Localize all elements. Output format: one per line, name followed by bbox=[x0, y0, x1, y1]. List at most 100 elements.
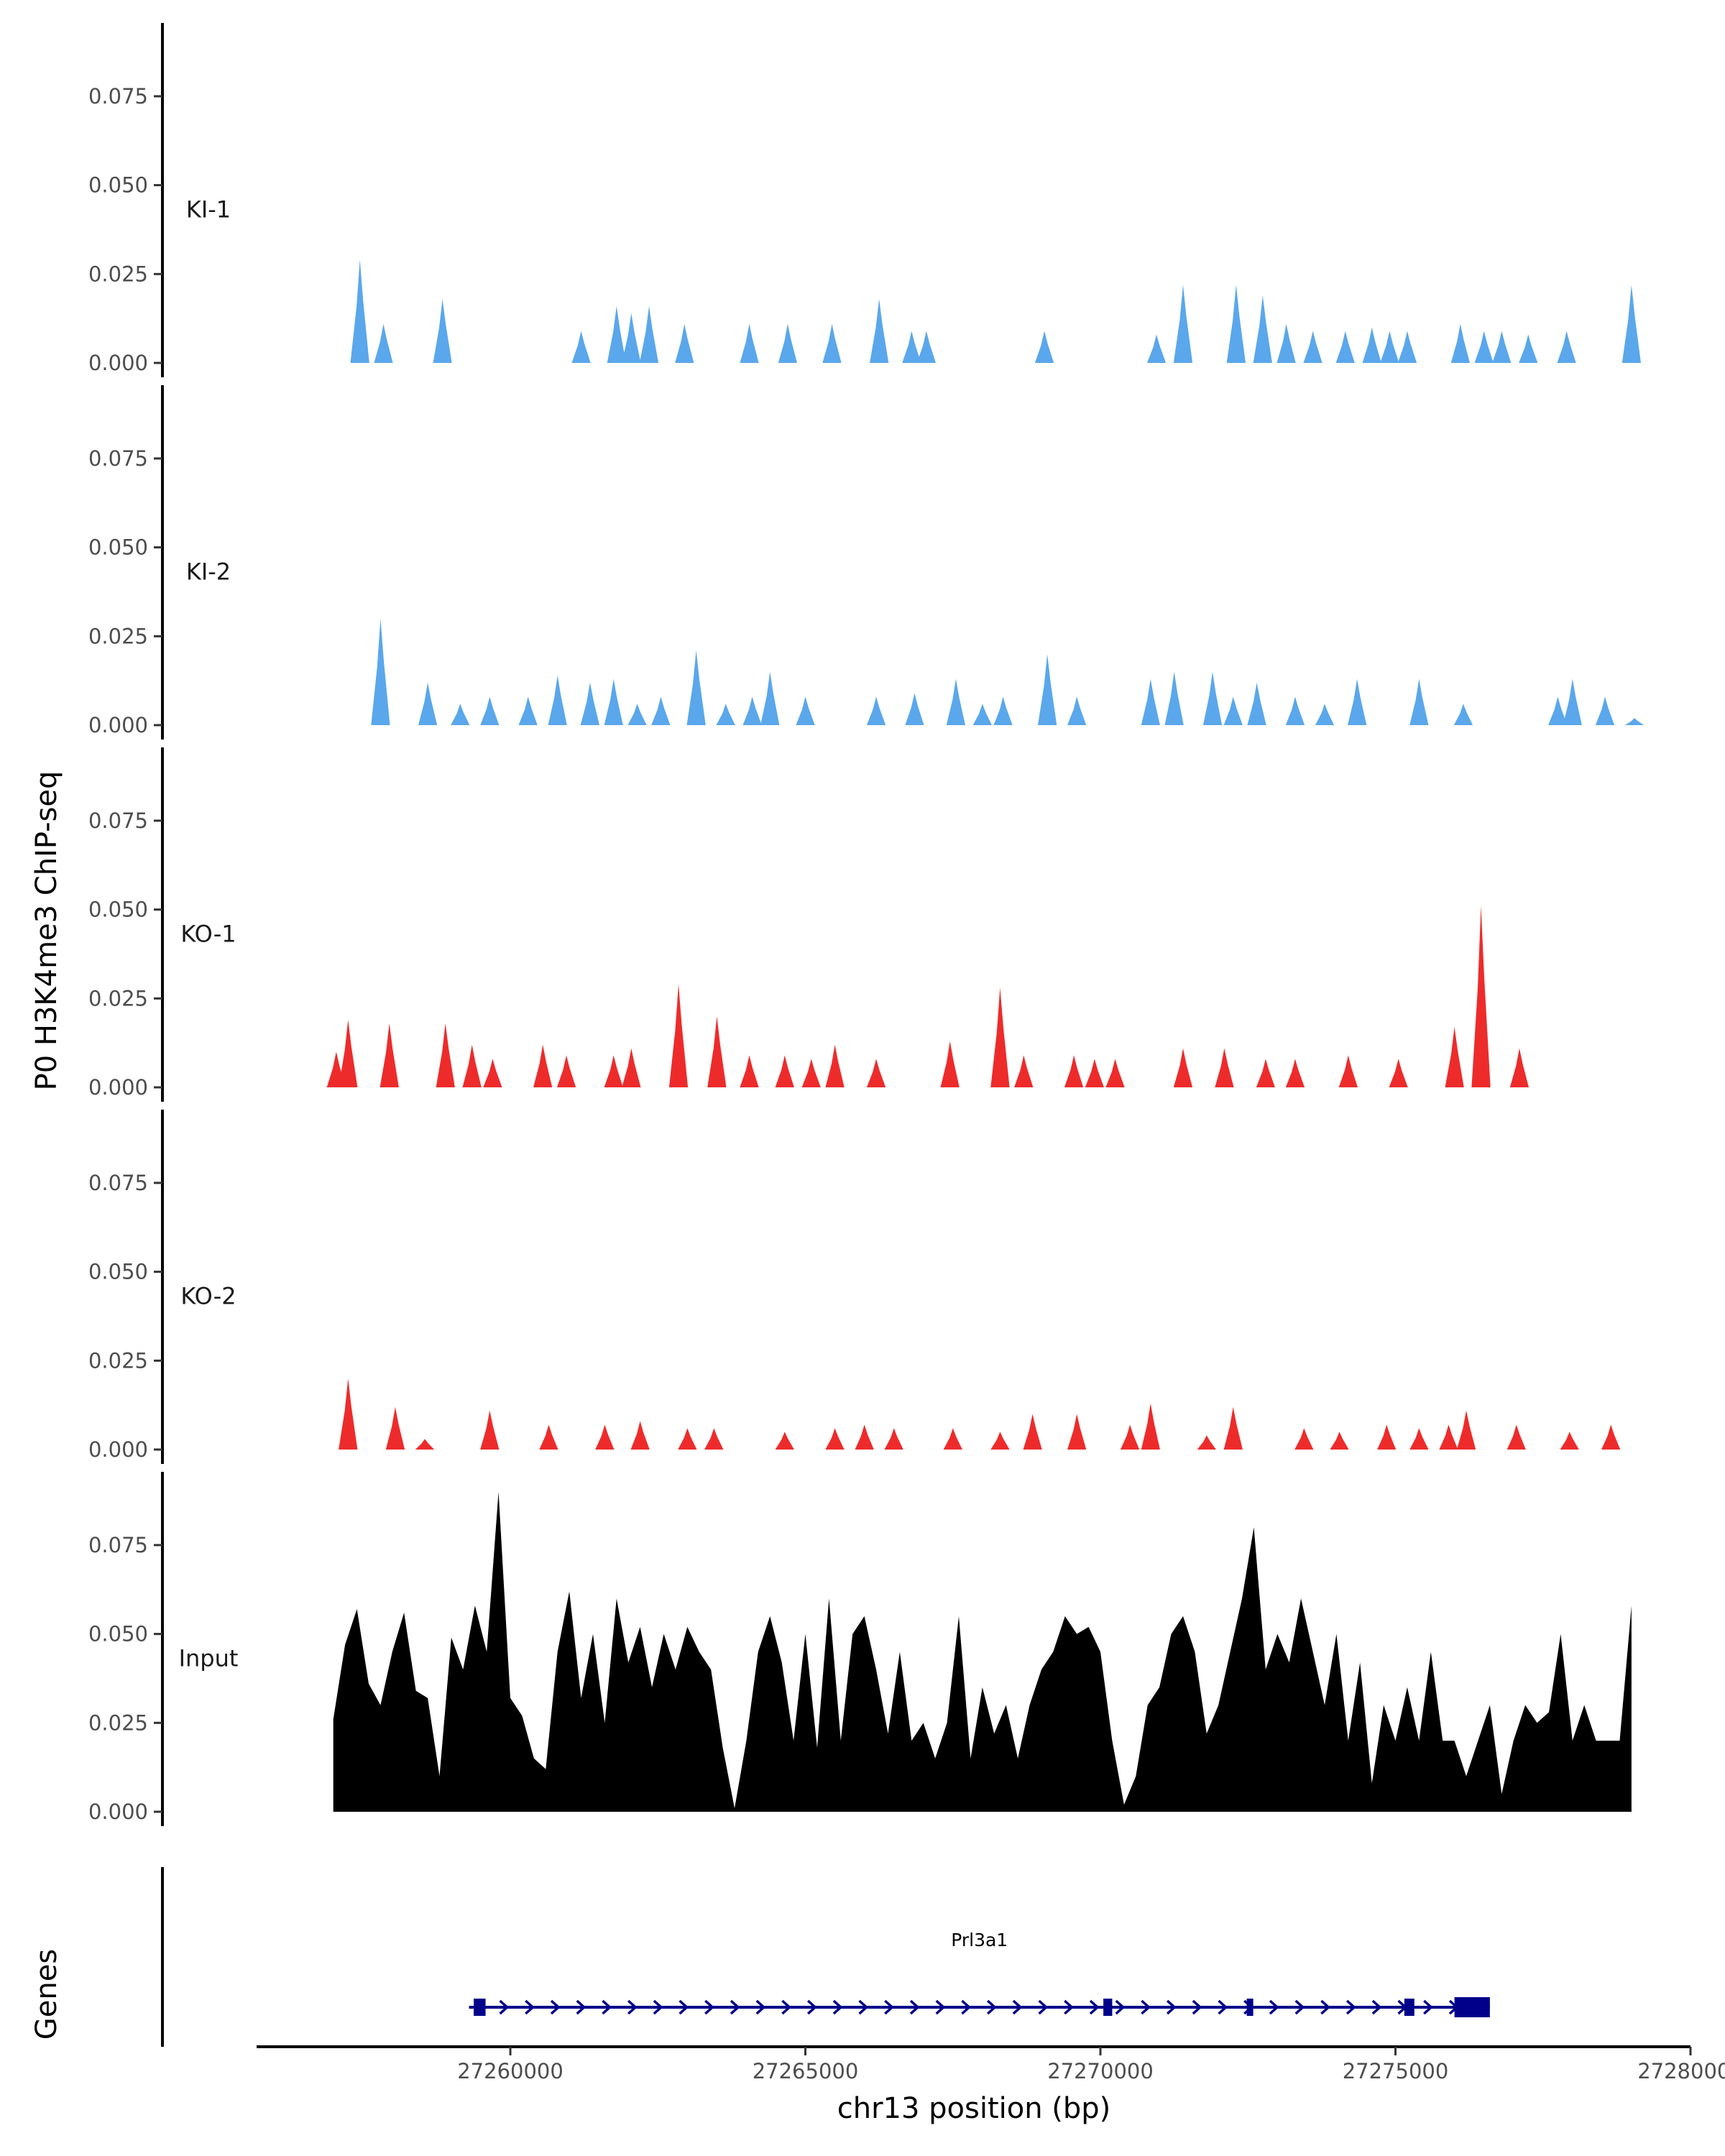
signal-peak bbox=[1362, 327, 1381, 363]
signal-peak bbox=[866, 696, 886, 725]
signal-peak bbox=[1348, 678, 1367, 725]
strand-arrow bbox=[576, 1999, 586, 2015]
signal-peak bbox=[1285, 1059, 1305, 1087]
signal-peak bbox=[775, 1432, 794, 1450]
strand-arrow bbox=[1038, 1999, 1049, 2015]
signal-peak bbox=[1557, 331, 1576, 363]
signal-peak bbox=[1622, 285, 1641, 363]
strand-arrow bbox=[935, 1999, 946, 2015]
signal-peak bbox=[1173, 1048, 1193, 1087]
signal-peak bbox=[1474, 331, 1494, 363]
strand-arrow bbox=[550, 1999, 561, 2015]
signal-peak bbox=[778, 323, 797, 363]
signal-peak bbox=[1380, 331, 1399, 363]
strand-arrow bbox=[755, 1999, 766, 2015]
y-tick-label: 0.025 bbox=[88, 986, 148, 1010]
signal-peak bbox=[1338, 1055, 1358, 1087]
signal-peak bbox=[866, 1059, 886, 1087]
track-ki-1: 0.000 0.025 0.050 0.075 KI-1 bbox=[88, 23, 1641, 377]
signal-peak bbox=[1492, 331, 1512, 363]
signal-peak bbox=[1389, 1059, 1408, 1087]
signal-peak bbox=[604, 1055, 623, 1087]
x-tick-label: 27275000 bbox=[1343, 2059, 1449, 2083]
signal-peak bbox=[740, 323, 759, 363]
signal-peak bbox=[678, 1428, 697, 1450]
signal-peak bbox=[1563, 678, 1582, 725]
signal-peak bbox=[1397, 331, 1417, 363]
signal-peak bbox=[539, 1424, 558, 1450]
signal-peak bbox=[1226, 285, 1246, 363]
signal-peak bbox=[704, 1428, 724, 1450]
signal-peak bbox=[1276, 323, 1296, 363]
y-tick-label: 0.050 bbox=[88, 535, 148, 560]
signal-peak bbox=[686, 650, 706, 725]
strand-arrow bbox=[1192, 1999, 1202, 2015]
x-axis: 27260000 27265000 27270000 27275000 27280000 bbox=[257, 2045, 1725, 2083]
strand-arrow bbox=[525, 1999, 535, 2015]
signal-peak bbox=[1445, 1026, 1464, 1087]
signal-peak bbox=[371, 618, 390, 725]
signal-peak bbox=[1453, 704, 1473, 725]
strand-arrow bbox=[1294, 1999, 1305, 2015]
strand-arrow bbox=[602, 1999, 612, 2015]
signal-peak bbox=[451, 704, 470, 725]
gene-exon bbox=[1103, 1999, 1113, 2016]
x-tick-label: 27265000 bbox=[753, 2059, 859, 2083]
y-tick-label: 0.000 bbox=[88, 1800, 148, 1824]
signal-peak bbox=[707, 1016, 727, 1087]
signal-peak bbox=[870, 298, 889, 363]
signal-peak bbox=[825, 1428, 845, 1450]
strand-arrow bbox=[986, 1999, 997, 2015]
strand-arrow bbox=[884, 1999, 894, 2015]
x-tick-label: 27260000 bbox=[457, 2059, 564, 2083]
signal-peak bbox=[946, 678, 965, 725]
track-ko-2: 0.000 0.025 0.050 0.075 KO-2 bbox=[88, 1110, 1621, 1464]
signal-peak bbox=[1450, 323, 1470, 363]
signal-peak bbox=[668, 984, 689, 1087]
signal-peak bbox=[580, 682, 599, 725]
signal-peak bbox=[548, 675, 567, 725]
strand-arrow bbox=[1371, 1999, 1382, 2015]
signal-peak bbox=[796, 696, 815, 725]
signal-peak bbox=[1595, 696, 1615, 725]
track-label: KI-2 bbox=[186, 558, 231, 585]
signal-peak bbox=[1256, 1059, 1275, 1087]
signal-peak bbox=[1085, 1059, 1104, 1087]
strand-arrow bbox=[499, 1999, 510, 2015]
signal-peak bbox=[1285, 696, 1305, 725]
signal-peak bbox=[480, 696, 500, 725]
signal-peak bbox=[1067, 696, 1087, 725]
signal-peak bbox=[1146, 334, 1167, 363]
signal-peak bbox=[1439, 1424, 1458, 1450]
signal-peak bbox=[1335, 331, 1355, 363]
y-tick-label: 0.000 bbox=[88, 1437, 148, 1462]
signal-peak bbox=[1601, 1424, 1621, 1450]
x-tick-label: 27280000 bbox=[1637, 2059, 1725, 2083]
signal-peak bbox=[607, 305, 626, 363]
signal-tracks: 0.0000.0250.0500.075KI-10.0000.0250.0500… bbox=[88, 23, 1644, 1826]
signal-peak bbox=[775, 1055, 794, 1087]
signal-peak bbox=[533, 1044, 553, 1087]
signal-peak bbox=[905, 693, 924, 725]
strand-arrow bbox=[1141, 1999, 1151, 2015]
signal-peak bbox=[990, 987, 1010, 1087]
y-tick-label: 0.025 bbox=[88, 624, 148, 648]
signal-peak bbox=[1519, 334, 1538, 363]
y-tick-label: 0.075 bbox=[88, 1171, 148, 1195]
signal-peak bbox=[855, 1424, 874, 1450]
genes-panel: Prl3a1 bbox=[161, 1867, 1490, 2047]
signal-peak bbox=[1294, 1428, 1314, 1450]
signal-peak bbox=[350, 259, 369, 363]
strand-arrow bbox=[909, 1999, 920, 2015]
signal-peak bbox=[1202, 671, 1223, 725]
strand-arrow bbox=[806, 1999, 817, 2015]
y-tick-label: 0.000 bbox=[88, 351, 148, 375]
signal-peak bbox=[627, 704, 647, 725]
signal-peak bbox=[483, 1059, 502, 1087]
y-tick-label: 0.075 bbox=[88, 808, 148, 833]
signal-peak bbox=[651, 696, 671, 725]
strand-arrow bbox=[730, 1999, 740, 2015]
signal-peak bbox=[380, 1023, 399, 1087]
